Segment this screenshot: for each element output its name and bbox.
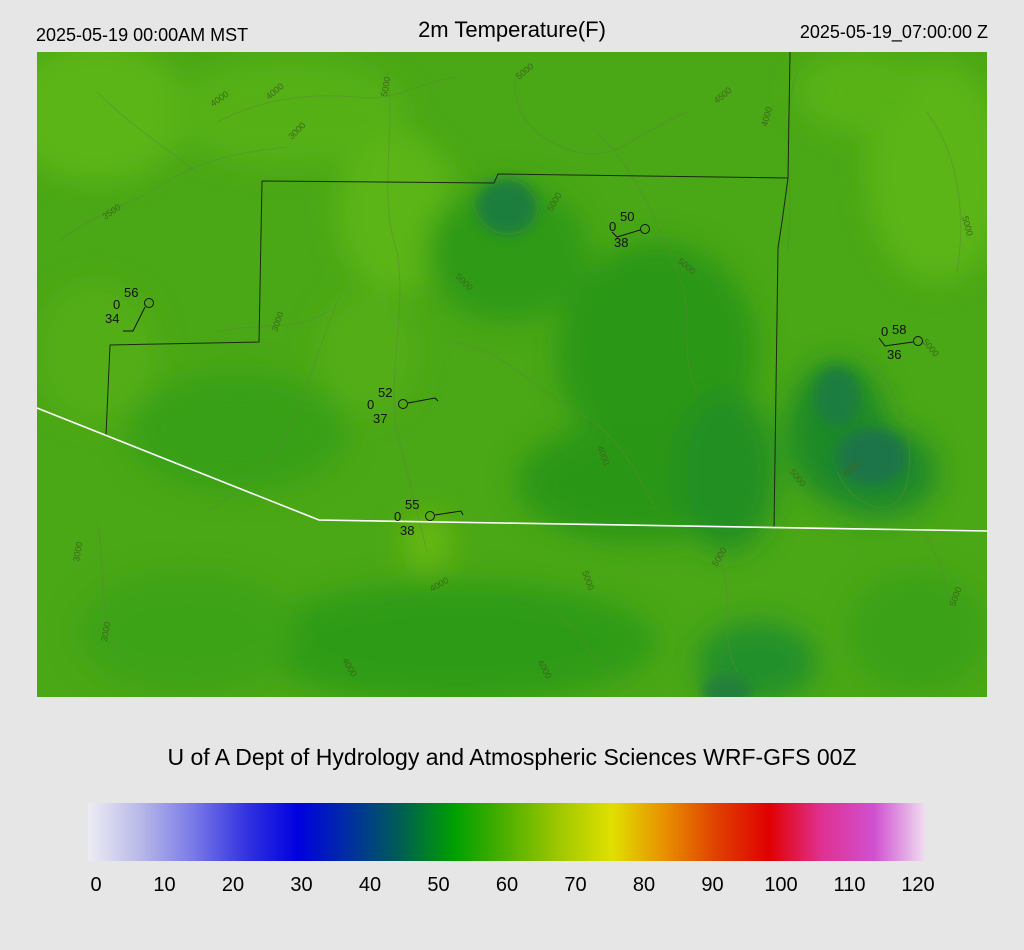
model-credit: U of A Dept of Hydrology and Atmospheric… xyxy=(167,744,857,770)
map-title: 2m Temperature(F) xyxy=(418,17,606,42)
colorbar-tick-120: 120 xyxy=(901,874,935,896)
colorbar-tick-90: 90 xyxy=(701,874,724,896)
station-plot-4: 50 0 38 xyxy=(609,209,650,250)
station-temp: 50 xyxy=(620,209,634,224)
station-temp: 58 xyxy=(892,322,906,337)
colorbar-tick-100: 100 xyxy=(764,874,798,896)
state-border xyxy=(37,407,987,532)
station-cloud: 0 xyxy=(367,397,374,412)
colorbar-tick-80: 80 xyxy=(632,874,656,896)
station-temp: 56 xyxy=(124,285,138,300)
temperature-map: 4000 4000 5000 5000 3000 3500 4500 4000 … xyxy=(37,52,987,697)
station-dewpoint: 38 xyxy=(614,235,628,250)
elevation-contours xyxy=(56,71,962,693)
colorbar-tick-70: 70 xyxy=(564,874,587,896)
utc-time-label: 2025-05-19_07:00:00 Z xyxy=(799,22,988,42)
svg-text:5000: 5000 xyxy=(379,76,392,97)
station-plot-5: 58 0 36 xyxy=(878,322,923,362)
station-cloud: 0 xyxy=(881,324,888,339)
colorbar-tick-labels: 0 10 20 30 40 50 60 70 80 90 100 110 120 xyxy=(0,874,1024,904)
station-cloud: 0 xyxy=(394,509,401,524)
svg-text:3000: 3000 xyxy=(71,541,84,562)
station-temp: 52 xyxy=(378,385,392,400)
colorbar-tick-40: 40 xyxy=(358,874,382,896)
station-temp: 55 xyxy=(405,497,419,512)
colorbar-tick-20: 20 xyxy=(221,874,245,896)
station-dewpoint: 34 xyxy=(105,311,119,326)
colorbar-tick-110: 110 xyxy=(833,874,866,896)
colorbar-tick-30: 30 xyxy=(290,874,313,896)
svg-text:3000: 3000 xyxy=(99,621,112,642)
station-dewpoint: 38 xyxy=(400,523,414,538)
temperature-field xyxy=(37,52,987,697)
station-plot-1: 56 0 34 xyxy=(105,285,154,332)
colorbar-tick-60: 60 xyxy=(495,874,519,896)
station-dewpoint: 36 xyxy=(887,347,901,362)
station-dewpoint: 37 xyxy=(373,411,387,426)
station-cloud: 0 xyxy=(113,297,120,312)
station-plot-2: 52 0 37 xyxy=(367,385,439,426)
colorbar-tick-10: 10 xyxy=(153,874,176,896)
temperature-colorbar xyxy=(88,803,926,861)
colorbar-tick-0: 0 xyxy=(90,874,102,896)
station-plot-3: 55 0 38 xyxy=(394,497,464,538)
local-time-label: 2025-05-19 00:00AM MST xyxy=(36,25,249,45)
county-boundaries xyxy=(105,52,791,529)
station-cloud: 0 xyxy=(609,219,616,234)
colorbar-tick-50: 50 xyxy=(427,874,450,896)
